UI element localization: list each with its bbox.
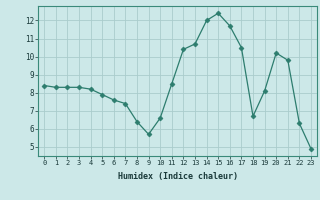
X-axis label: Humidex (Indice chaleur): Humidex (Indice chaleur) [118, 172, 238, 181]
